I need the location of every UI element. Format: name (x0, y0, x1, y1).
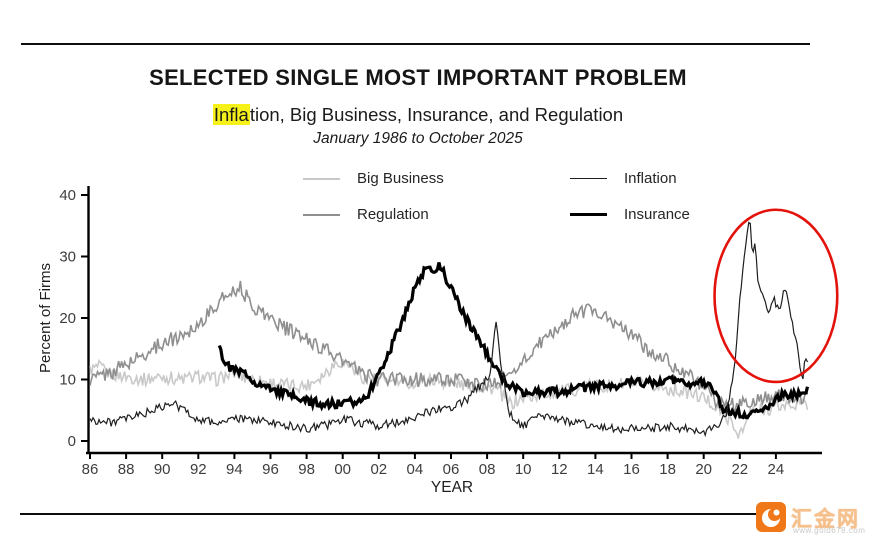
y-tick-label: 0 (68, 433, 76, 450)
brand-logo-icon (756, 502, 786, 532)
bottom-divider (20, 513, 756, 515)
legend-item-inflation: Inflation (570, 170, 677, 187)
x-tick-label: 86 (82, 461, 99, 478)
chart-subtitle: Inflation, Big Business, Insurance, and … (0, 104, 836, 126)
x-tick-label: 04 (407, 461, 424, 478)
legend-item-big-business: Big Business (303, 170, 444, 187)
inflation-line-swatch (570, 178, 607, 179)
x-tick-label: 92 (190, 461, 207, 478)
x-tick-label: 88 (118, 461, 135, 478)
x-tick-label: 24 (768, 461, 785, 478)
subtitle-text: tion, Big Business, Insurance, and Regul… (249, 104, 624, 125)
legend-label: Big Business (357, 170, 444, 187)
series-line-big-business (89, 357, 809, 439)
brand-name: 汇金网 (791, 508, 860, 531)
x-tick-label: 90 (154, 461, 171, 478)
x-tick-label: 96 (262, 461, 279, 478)
x-axis-title: YEAR (431, 479, 473, 496)
x-tick-label: 06 (443, 461, 460, 478)
series-line-insurance (217, 262, 810, 420)
legend-label: Regulation (357, 206, 429, 223)
x-tick-label: 00 (334, 461, 351, 478)
date-range-label: January 1986 to October 2025 (313, 130, 523, 147)
x-tick-label: 14 (587, 461, 604, 478)
y-tick-label: 40 (59, 187, 76, 204)
series-line-regulation (89, 280, 809, 412)
y-axis-title: Percent of Firms (37, 263, 54, 373)
y-tick-label: 20 (59, 310, 76, 327)
highlighted-text: Infla (212, 104, 250, 125)
top-divider (21, 43, 810, 45)
brand-url: www.gold678.com (793, 526, 866, 535)
x-tick-label: 10 (515, 461, 532, 478)
x-tick-label: 18 (659, 461, 676, 478)
page-title: SELECTED SINGLE MOST IMPORTANT PROBLEM (149, 65, 687, 90)
y-tick-label: 30 (59, 249, 76, 266)
x-tick-label: 16 (623, 461, 640, 478)
legend-label: Insurance (624, 206, 690, 223)
x-tick-label: 22 (731, 461, 748, 478)
big-business-line-swatch (303, 177, 340, 180)
x-tick-label: 02 (370, 461, 387, 478)
x-tick-label: 12 (551, 461, 568, 478)
x-tick-label: 98 (298, 461, 315, 478)
insurance-line-swatch (570, 213, 607, 216)
legend-item-regulation: Regulation (303, 206, 429, 223)
y-tick-label: 10 (59, 372, 76, 389)
x-tick-label: 20 (695, 461, 712, 478)
legend-label: Inflation (624, 170, 677, 187)
x-tick-label: 94 (226, 461, 243, 478)
regulation-line-swatch (303, 213, 340, 216)
highlight-ellipse (713, 208, 839, 384)
series-line-inflation (89, 221, 809, 438)
x-tick-label: 08 (479, 461, 496, 478)
legend-item-insurance: Insurance (570, 206, 690, 223)
